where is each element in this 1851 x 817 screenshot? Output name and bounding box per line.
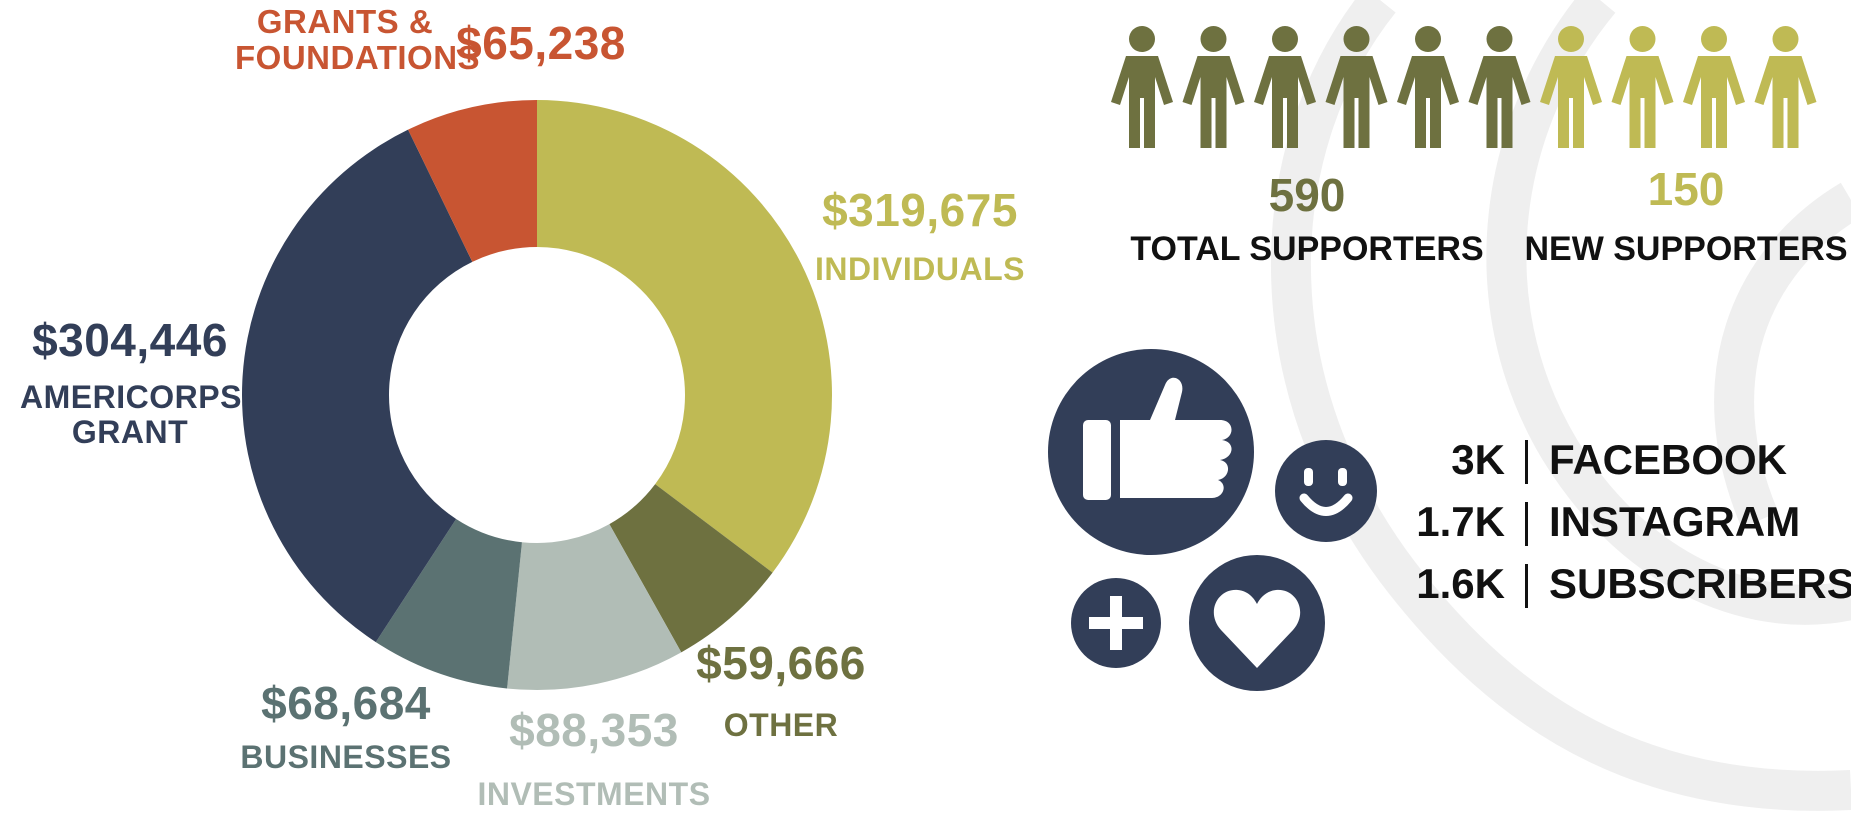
social-divider <box>1525 440 1528 484</box>
slice-value: $304,446 <box>32 314 228 366</box>
slice-category: INDIVIDUALS <box>815 251 1025 287</box>
smile-eye <box>1304 468 1313 486</box>
supporter-label: NEW SUPPORTERS <box>1524 230 1848 268</box>
person-icon <box>1254 26 1316 148</box>
person-icon <box>1683 26 1745 148</box>
person-body <box>1182 56 1245 148</box>
slice-category: BUSINESSES <box>240 739 452 775</box>
person-body <box>1325 56 1388 148</box>
person-head <box>1343 26 1370 52</box>
decorative-swirl <box>1270 0 1851 811</box>
person-body <box>1683 56 1745 148</box>
person-icon <box>1182 26 1245 148</box>
slice-value: $65,238 <box>456 17 626 69</box>
supporter-count: 590 <box>1268 169 1346 221</box>
social-count: 1.6K <box>1416 560 1505 607</box>
donut-slice <box>241 129 473 643</box>
person-icon <box>1111 26 1173 148</box>
heart-shape <box>1213 589 1301 668</box>
person-icon <box>1540 26 1602 148</box>
person-head <box>1129 26 1155 52</box>
person-body <box>1540 56 1602 148</box>
social-name: FACEBOOK <box>1549 436 1788 483</box>
donut-slice <box>375 518 522 689</box>
person-icon <box>1611 26 1674 148</box>
person-head <box>1486 26 1513 52</box>
social-count: 1.7K <box>1416 498 1505 545</box>
slice-value: $59,666 <box>696 637 866 689</box>
person-body <box>1468 56 1531 148</box>
person-body <box>1611 56 1674 148</box>
slice-category: OTHER <box>723 707 839 743</box>
smile-eye <box>1338 468 1347 486</box>
slice-value: $319,675 <box>822 184 1018 236</box>
person-head <box>1772 26 1799 52</box>
social-name: INSTAGRAM <box>1549 498 1801 545</box>
plus-sign <box>1089 596 1143 650</box>
donut-slice <box>408 100 537 262</box>
person-icon <box>1754 26 1817 148</box>
slice-value: $88,353 <box>509 704 679 756</box>
person-head <box>1415 26 1441 52</box>
social-divider <box>1525 564 1528 608</box>
person-head <box>1558 26 1584 52</box>
donut-slice <box>507 524 682 690</box>
person-head <box>1629 26 1656 52</box>
slice-value: $68,684 <box>261 677 431 729</box>
social-divider <box>1525 502 1528 546</box>
slice-category: GRANTS & FOUNDATIONS <box>235 3 481 77</box>
donut-slice <box>609 484 773 653</box>
supporter-count: 150 <box>1647 163 1725 215</box>
person-head <box>1701 26 1727 52</box>
person-body <box>1254 56 1316 148</box>
like-cuff <box>1083 420 1111 500</box>
slice-category: AMERICORPS GRANT <box>20 379 242 451</box>
smile-mouth <box>1299 493 1353 516</box>
person-head <box>1200 26 1227 52</box>
person-icon <box>1468 26 1531 148</box>
person-head <box>1272 26 1298 52</box>
person-body <box>1754 56 1817 148</box>
person-icon <box>1397 26 1459 148</box>
social-count: 3K <box>1451 436 1505 483</box>
person-body <box>1397 56 1459 148</box>
smile-icon <box>1275 440 1377 542</box>
donut-slice <box>537 100 832 573</box>
person-icon <box>1325 26 1388 148</box>
slice-category: INVESTMENTS <box>477 776 711 812</box>
social-name: SUBSCRIBERS <box>1549 560 1851 607</box>
like-thumb <box>1120 377 1232 498</box>
supporter-label: TOTAL SUPPORTERS <box>1130 230 1484 268</box>
person-body <box>1111 56 1173 148</box>
